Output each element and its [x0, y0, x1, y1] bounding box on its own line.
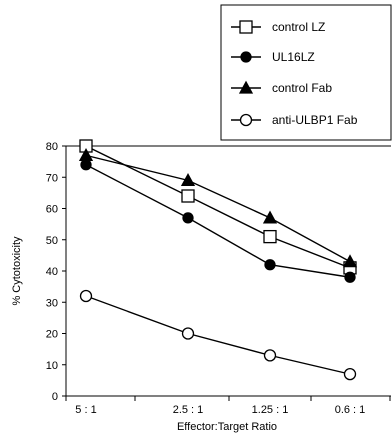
- y-tick-label: 50: [46, 235, 58, 247]
- data-point: [344, 271, 356, 283]
- legend-label: anti-ULBP1 Fab: [272, 113, 358, 127]
- data-point: [342, 254, 358, 268]
- legend-label: UL16LZ: [272, 50, 315, 64]
- legend-item: UL16LZ: [231, 50, 315, 64]
- series-line: [85, 145, 351, 269]
- data-point: [79, 289, 93, 303]
- series-1: [80, 159, 356, 283]
- series-0: [79, 139, 357, 275]
- y-tick-label: 70: [46, 172, 58, 184]
- axes: [65, 145, 391, 397]
- series-group: [78, 139, 358, 381]
- legend-item: anti-ULBP1 Fab: [231, 113, 358, 127]
- y-tick-label: 10: [46, 360, 58, 372]
- data-point: [182, 212, 194, 224]
- y-tick-label: 80: [46, 141, 58, 153]
- data-point: [263, 349, 277, 362]
- y-tick-label: 20: [46, 329, 58, 341]
- series-3: [79, 289, 357, 381]
- legend-marker: [239, 20, 253, 34]
- data-point: [264, 259, 276, 271]
- legend-marker: [240, 51, 252, 63]
- legend-label: control LZ: [272, 20, 325, 34]
- legend-label: control Fab: [272, 81, 332, 95]
- legend-marker: [238, 80, 254, 94]
- data-point: [78, 148, 94, 162]
- data-point: [263, 229, 277, 244]
- series-line: [85, 154, 351, 263]
- legend: control LZ UL16LZ control Fab anti-ULBP1 Fa…: [231, 20, 358, 127]
- y-tick-label: 30: [46, 297, 58, 309]
- data-point: [80, 159, 92, 171]
- data-point: [180, 173, 196, 187]
- series-2: [78, 148, 358, 268]
- y-axis-title: % Cytotoxicity: [11, 236, 23, 306]
- y-tick-label: 0: [52, 391, 58, 403]
- ticks: 0 10 20 30 40 50 60 70 80 5 : 1 2.5 : 1 1.25 : 1 0.6…: [46, 141, 391, 416]
- data-point: [343, 367, 357, 381]
- legend-item: control LZ: [231, 20, 325, 34]
- x-tick-label: 5 : 1: [75, 404, 96, 416]
- data-point: [262, 210, 278, 224]
- x-tick-label: 1.25 : 1: [252, 404, 289, 416]
- series-line: [85, 164, 351, 278]
- x-tick-label: 0.6 : 1: [335, 404, 366, 416]
- data-point: [181, 327, 195, 340]
- legend-marker: [239, 113, 253, 127]
- legend-item: control Fab: [231, 80, 332, 95]
- y-tick-label: 60: [46, 204, 58, 216]
- x-tick-label: 2.5 : 1: [173, 404, 204, 416]
- x-axis-title: Effector:Target Ratio: [177, 421, 277, 433]
- y-tick-label: 40: [46, 266, 58, 278]
- data-point: [181, 189, 195, 203]
- series-line: [85, 295, 351, 375]
